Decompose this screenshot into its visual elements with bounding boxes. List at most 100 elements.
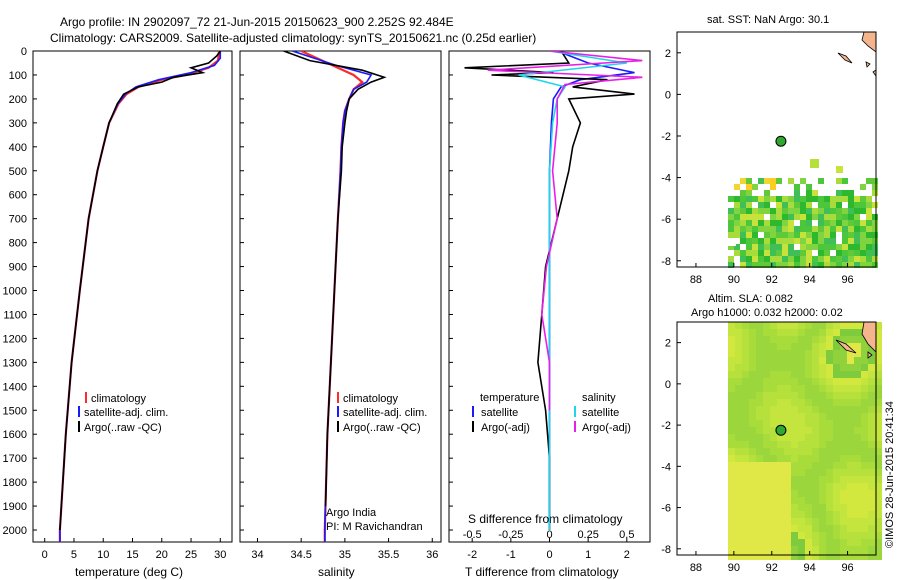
sst-cell xyxy=(818,238,824,244)
sla-cell xyxy=(756,350,763,357)
sla-cell xyxy=(868,497,875,504)
sla-island xyxy=(835,339,857,354)
sdiff-tick-label: 0.5 xyxy=(619,529,634,541)
watermark: ©IMOS 28-Jun-2015 20:41:34 xyxy=(884,401,896,548)
sst-cell xyxy=(842,196,848,202)
sla-cell xyxy=(735,357,742,364)
sla-cell xyxy=(826,448,833,455)
sla-cell xyxy=(875,448,882,455)
sla-cell xyxy=(798,483,805,490)
sla-cell xyxy=(805,525,812,532)
sla-cell xyxy=(840,462,847,469)
sst-cell xyxy=(776,250,782,256)
temp-tick-label: 10 xyxy=(97,549,109,561)
sla-cell xyxy=(812,364,819,371)
sla-cell xyxy=(777,504,784,511)
sla-cell xyxy=(875,553,882,560)
sla-cell xyxy=(763,546,770,553)
s-diff-label: S difference from climatology xyxy=(468,512,623,526)
sst-cell xyxy=(854,220,860,226)
sst-cell xyxy=(734,202,740,208)
sla-cell xyxy=(763,448,770,455)
depth-tick-label: 1900 xyxy=(3,501,27,513)
sla-cell xyxy=(819,413,826,420)
sst-cell xyxy=(842,262,848,268)
sla-cell xyxy=(749,504,756,511)
sla-cell xyxy=(833,448,840,455)
sla-cell xyxy=(763,434,770,441)
sla-cell xyxy=(728,497,735,504)
sla-cell xyxy=(791,476,798,483)
sst-cell xyxy=(824,220,830,226)
sla-cell xyxy=(840,504,847,511)
depth-tick-label: 600 xyxy=(9,190,27,202)
sla-cell xyxy=(756,546,763,553)
sst-cell xyxy=(788,178,794,184)
sst-cell xyxy=(854,238,860,244)
sla-cell xyxy=(742,329,749,336)
sst-cell xyxy=(794,238,800,244)
sla-cell xyxy=(791,525,798,532)
sla-cell xyxy=(777,448,784,455)
sla-cell xyxy=(798,406,805,413)
sla-cell xyxy=(749,322,756,329)
sla-cell xyxy=(826,378,833,385)
sla-cell xyxy=(784,497,791,504)
sla-cell xyxy=(728,413,735,420)
sst-cell xyxy=(788,202,794,208)
sst-cell xyxy=(776,226,782,232)
sla-cell xyxy=(826,434,833,441)
sla-cell xyxy=(770,525,777,532)
sla-cell xyxy=(777,441,784,448)
sla-cell xyxy=(812,336,819,343)
sla-cell xyxy=(826,455,833,462)
sla-cell xyxy=(763,336,770,343)
sla-cell xyxy=(875,427,882,434)
sla-cell xyxy=(840,553,847,560)
sst-cell xyxy=(800,256,806,262)
sla-cell xyxy=(763,532,770,539)
sla-cell xyxy=(868,413,875,420)
sla-cell xyxy=(819,476,826,483)
sst-cell xyxy=(752,250,758,256)
sst-cell xyxy=(836,196,842,202)
sst-cell xyxy=(824,256,830,262)
sla-cell xyxy=(875,490,882,497)
sla-cell xyxy=(861,462,868,469)
sla-cell xyxy=(847,427,854,434)
sla-cell xyxy=(861,336,868,343)
sal-series-2 xyxy=(283,51,387,507)
sla-cell xyxy=(749,343,756,350)
sst-cell xyxy=(758,250,764,256)
sst-cell xyxy=(806,208,812,214)
sla-cell xyxy=(805,336,812,343)
sla-cell xyxy=(833,434,840,441)
sla-cell xyxy=(847,532,854,539)
sst-cell xyxy=(734,184,740,190)
sst-cell xyxy=(860,256,866,262)
sla-cell xyxy=(875,518,882,525)
diff-series-0 xyxy=(548,51,635,530)
sla-cell xyxy=(784,553,791,560)
sla-cell xyxy=(875,399,882,406)
sla-cell xyxy=(861,504,868,511)
sla-cell xyxy=(819,350,826,357)
sla-cell xyxy=(833,546,840,553)
sla-cell xyxy=(791,385,798,392)
sst-cell xyxy=(806,250,812,256)
sla-cell xyxy=(735,490,742,497)
sla-cell xyxy=(847,497,854,504)
tdiff-tick-label: -1 xyxy=(506,549,516,561)
depth-tick-label: 1600 xyxy=(3,429,27,441)
sla-map xyxy=(676,321,882,560)
sla-cell xyxy=(875,455,882,462)
sla-cell xyxy=(777,378,784,385)
sla-cell xyxy=(847,525,854,532)
sla-cell xyxy=(847,378,854,385)
sst-cell xyxy=(776,232,782,238)
sla-cell xyxy=(777,329,784,336)
sst-cell xyxy=(818,214,824,220)
sla-cell xyxy=(756,336,763,343)
sla-cell xyxy=(728,539,735,546)
sla-cell xyxy=(777,350,784,357)
